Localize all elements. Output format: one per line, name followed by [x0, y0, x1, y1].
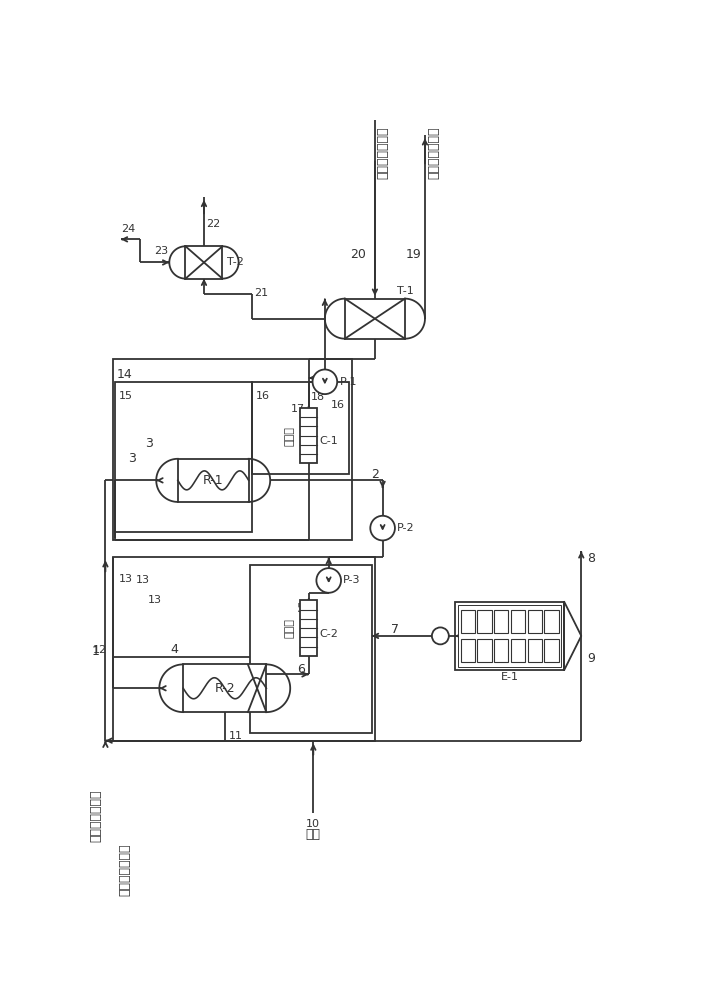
Text: 2: 2 [371, 468, 378, 481]
Text: 催化剂: 催化剂 [284, 426, 294, 446]
Bar [527, 639, 542, 662]
Text: C-1: C-1 [320, 436, 338, 446]
Bar [455, 602, 564, 670]
Bar [178, 459, 249, 502]
Text: 催化剂: 催化剂 [284, 618, 294, 638]
Text: 13: 13 [148, 595, 162, 605]
Bar [477, 610, 492, 633]
Text: M: M [436, 631, 445, 641]
Bar [114, 382, 252, 532]
Bar [477, 639, 492, 662]
Text: 3: 3 [128, 452, 136, 465]
Text: E-1: E-1 [501, 672, 519, 682]
Bar [113, 557, 375, 741]
Text: 16: 16 [331, 400, 345, 410]
Text: 液相原料（熱）: 液相原料（熱） [90, 790, 102, 842]
Text: 13: 13 [119, 574, 133, 584]
Text: P-2: P-2 [397, 523, 415, 533]
Text: 4: 4 [171, 643, 179, 656]
Bar [300, 600, 317, 656]
Text: T-2: T-2 [227, 257, 244, 267]
Bar [511, 639, 525, 662]
Text: 8: 8 [587, 552, 595, 565]
Text: C-2: C-2 [320, 629, 338, 639]
Circle shape [313, 369, 337, 394]
Bar [511, 610, 525, 633]
Text: 6: 6 [297, 663, 305, 676]
Text: 3: 3 [145, 437, 153, 450]
Circle shape [432, 627, 449, 644]
Bar [300, 408, 317, 463]
Text: 9: 9 [587, 652, 595, 666]
Bar [113, 359, 352, 540]
Text: 1: 1 [92, 645, 100, 658]
Text: P-1: P-1 [340, 377, 357, 387]
Text: P-3: P-3 [343, 575, 361, 585]
Bar [494, 610, 508, 633]
Text: 5: 5 [297, 602, 305, 615]
Circle shape [370, 516, 395, 540]
Text: 11: 11 [229, 731, 243, 741]
Text: 12: 12 [92, 645, 107, 655]
Text: 10: 10 [306, 819, 321, 829]
Text: 20: 20 [349, 248, 366, 261]
Bar [461, 639, 475, 662]
Text: 21: 21 [254, 288, 268, 298]
Bar [494, 639, 508, 662]
Bar [250, 565, 372, 733]
Text: 22: 22 [206, 219, 220, 229]
Bar [183, 664, 266, 712]
Text: 23: 23 [154, 246, 168, 256]
Text: 24: 24 [121, 224, 136, 234]
Bar [544, 610, 558, 633]
Bar [252, 382, 349, 474]
Text: 14: 14 [117, 368, 133, 381]
Bar [461, 610, 475, 633]
Text: 液相原料（熱）: 液相原料（熱） [118, 844, 131, 896]
Text: 15: 15 [119, 391, 133, 401]
Bar [544, 639, 558, 662]
Text: 氯气: 氯气 [306, 828, 321, 841]
Text: 17: 17 [291, 404, 305, 414]
Text: 18: 18 [311, 392, 325, 402]
Text: 液相原料（冷）: 液相原料（冷） [376, 126, 389, 179]
Text: 16: 16 [256, 391, 270, 401]
Bar [186, 246, 222, 279]
Text: 7: 7 [391, 623, 399, 636]
Bar [527, 610, 542, 633]
Text: 液相原料（熱）: 液相原料（熱） [428, 126, 441, 179]
Text: R-2: R-2 [215, 682, 235, 695]
Bar [458, 605, 561, 667]
Text: T-1: T-1 [397, 286, 414, 296]
Text: R-1: R-1 [203, 474, 224, 487]
Text: 19: 19 [405, 248, 421, 261]
Text: 13: 13 [136, 575, 150, 585]
Circle shape [316, 568, 341, 593]
Bar [345, 299, 405, 339]
